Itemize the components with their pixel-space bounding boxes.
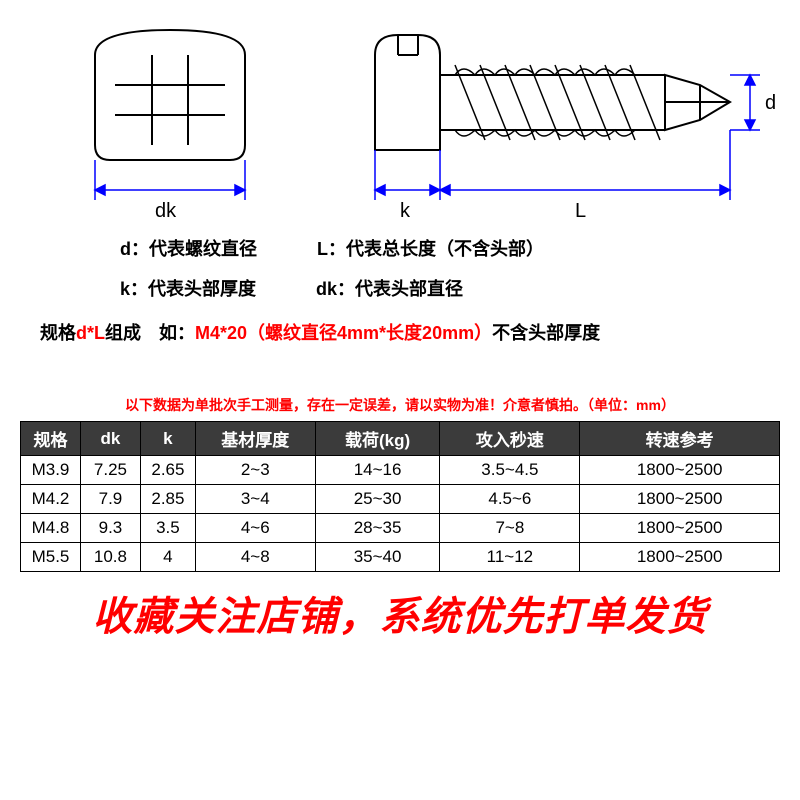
table-row: M5.510.844~835~4011~121800~2500 [21,543,780,572]
legend-k: k：代表头部厚度 [120,270,256,310]
table-cell: 7~8 [440,514,580,543]
table-cell: M4.8 [21,514,81,543]
label-k: k [400,200,410,223]
table-cell: 4.5~6 [440,485,580,514]
table-cell: 35~40 [315,543,440,572]
table-cell: 7.25 [80,456,140,485]
spec-prefix: 规格 [40,323,76,343]
table-cell: 3~4 [195,485,315,514]
table-cell: 1800~2500 [580,456,780,485]
table-cell: M4.2 [21,485,81,514]
table-header: 转速参考 [580,422,780,456]
legend-dk: dk：代表头部直径 [316,270,463,310]
table-header: dk [80,422,140,456]
table-cell: 2.65 [140,456,195,485]
table-cell: 3.5 [140,514,195,543]
table-cell: M3.9 [21,456,81,485]
table-cell: 1800~2500 [580,543,780,572]
table-cell: 1800~2500 [580,485,780,514]
table-header: 规格 [21,422,81,456]
table-cell: 4~8 [195,543,315,572]
table-cell: 4 [140,543,195,572]
table-cell: M5.5 [21,543,81,572]
table-cell: 1800~2500 [580,514,780,543]
table-cell: 7.9 [80,485,140,514]
table-cell: 28~35 [315,514,440,543]
measurement-note: 以下数据为单批次手工测量，存在一定误差，请以实物为准！介意者慎拍。（单位：mm） [0,395,800,415]
spec-table: 规格dkk基材厚度载荷(kg)攻入秒速转速参考 M3.97.252.652~31… [20,421,780,572]
table-cell: 11~12 [440,543,580,572]
table-cell: 10.8 [80,543,140,572]
table-cell: 2~3 [195,456,315,485]
table-header: k [140,422,195,456]
table-cell: 14~16 [315,456,440,485]
footer-banner: 收藏关注店铺，系统优先打单发货 [0,584,800,642]
table-header: 基材厚度 [195,422,315,456]
spec-mid: 组成 如： [105,323,195,343]
spec-suffix: 不含头部厚度 [492,323,600,343]
legend-d: d：代表螺纹直径 [120,230,257,270]
table-header: 载荷(kg) [315,422,440,456]
table-cell: 4~6 [195,514,315,543]
spec-line: 规格d*L组成 如：M4*20（螺纹直径4mm*长度20mm）不含头部厚度 [0,309,800,345]
table-cell: 2.85 [140,485,195,514]
label-L: L [575,200,586,223]
table-cell: 25~30 [315,485,440,514]
spec-dL: d*L [76,323,105,343]
label-d: d [765,92,776,115]
label-dk: dk [155,200,176,223]
screw-diagram: dk k L d [0,0,800,230]
table-cell: 3.5~4.5 [440,456,580,485]
table-row: M3.97.252.652~314~163.5~4.51800~2500 [21,456,780,485]
table-header: 攻入秒速 [440,422,580,456]
table-row: M4.89.33.54~628~357~81800~2500 [21,514,780,543]
table-row: M4.27.92.853~425~304.5~61800~2500 [21,485,780,514]
legend: d：代表螺纹直径 L：代表总长度（不含头部） k：代表头部厚度 dk：代表头部直… [0,230,800,309]
spec-example: M4*20（螺纹直径4mm*长度20mm） [195,323,492,343]
table-cell: 9.3 [80,514,140,543]
legend-L: L：代表总长度（不含头部） [317,230,544,270]
